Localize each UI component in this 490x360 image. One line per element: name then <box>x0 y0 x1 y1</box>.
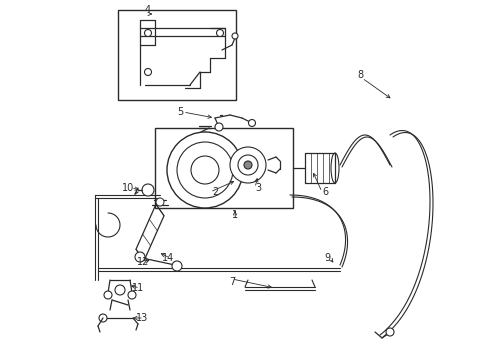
Circle shape <box>230 147 266 183</box>
Circle shape <box>386 328 394 336</box>
Text: 13: 13 <box>136 313 148 323</box>
Circle shape <box>135 252 145 262</box>
Text: 4: 4 <box>145 5 151 15</box>
Text: 9: 9 <box>324 253 330 263</box>
Text: 1: 1 <box>232 210 238 220</box>
Text: 8: 8 <box>357 70 363 80</box>
Text: 5: 5 <box>177 107 183 117</box>
Circle shape <box>217 30 223 36</box>
Text: 7: 7 <box>229 277 235 287</box>
Circle shape <box>215 123 223 131</box>
Circle shape <box>142 184 154 196</box>
Circle shape <box>248 120 255 126</box>
Circle shape <box>238 155 258 175</box>
Circle shape <box>145 30 151 36</box>
Circle shape <box>177 142 233 198</box>
Circle shape <box>115 285 125 295</box>
Circle shape <box>99 314 107 322</box>
Circle shape <box>104 291 112 299</box>
Text: 6: 6 <box>322 187 328 197</box>
Circle shape <box>128 291 136 299</box>
Text: 3: 3 <box>255 183 261 193</box>
Circle shape <box>232 33 238 39</box>
Bar <box>155 128 293 208</box>
Text: 10: 10 <box>122 183 134 193</box>
Circle shape <box>156 198 164 206</box>
Circle shape <box>191 156 219 184</box>
Bar <box>118 10 236 100</box>
Text: 14: 14 <box>162 253 174 263</box>
Circle shape <box>244 161 252 169</box>
Circle shape <box>172 261 182 271</box>
Text: 11: 11 <box>132 283 144 293</box>
Text: 2: 2 <box>212 187 218 197</box>
Circle shape <box>145 68 151 76</box>
Text: 12: 12 <box>137 257 149 267</box>
Circle shape <box>167 132 243 208</box>
